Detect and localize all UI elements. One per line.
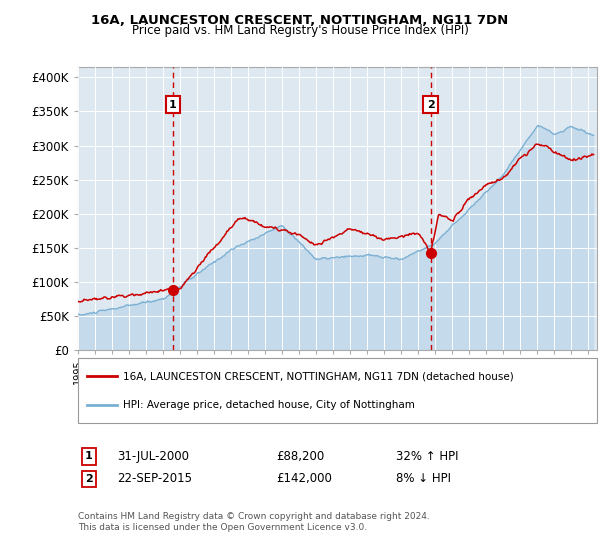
Text: 31-JUL-2000: 31-JUL-2000	[117, 450, 189, 463]
Text: Price paid vs. HM Land Registry's House Price Index (HPI): Price paid vs. HM Land Registry's House …	[131, 24, 469, 37]
Text: 32% ↑ HPI: 32% ↑ HPI	[396, 450, 458, 463]
Text: 1: 1	[85, 451, 92, 461]
Text: £88,200: £88,200	[276, 450, 324, 463]
Text: HPI: Average price, detached house, City of Nottingham: HPI: Average price, detached house, City…	[123, 400, 415, 410]
Text: 16A, LAUNCESTON CRESCENT, NOTTINGHAM, NG11 7DN (detached house): 16A, LAUNCESTON CRESCENT, NOTTINGHAM, NG…	[123, 371, 514, 381]
Text: £142,000: £142,000	[276, 472, 332, 486]
Text: 16A, LAUNCESTON CRESCENT, NOTTINGHAM, NG11 7DN: 16A, LAUNCESTON CRESCENT, NOTTINGHAM, NG…	[91, 14, 509, 27]
Text: 1: 1	[169, 100, 177, 110]
Text: 22-SEP-2015: 22-SEP-2015	[117, 472, 192, 486]
Text: 2: 2	[85, 474, 92, 484]
Text: Contains HM Land Registry data © Crown copyright and database right 2024.
This d: Contains HM Land Registry data © Crown c…	[78, 512, 430, 532]
Text: 2: 2	[427, 100, 434, 110]
Text: 8% ↓ HPI: 8% ↓ HPI	[396, 472, 451, 486]
